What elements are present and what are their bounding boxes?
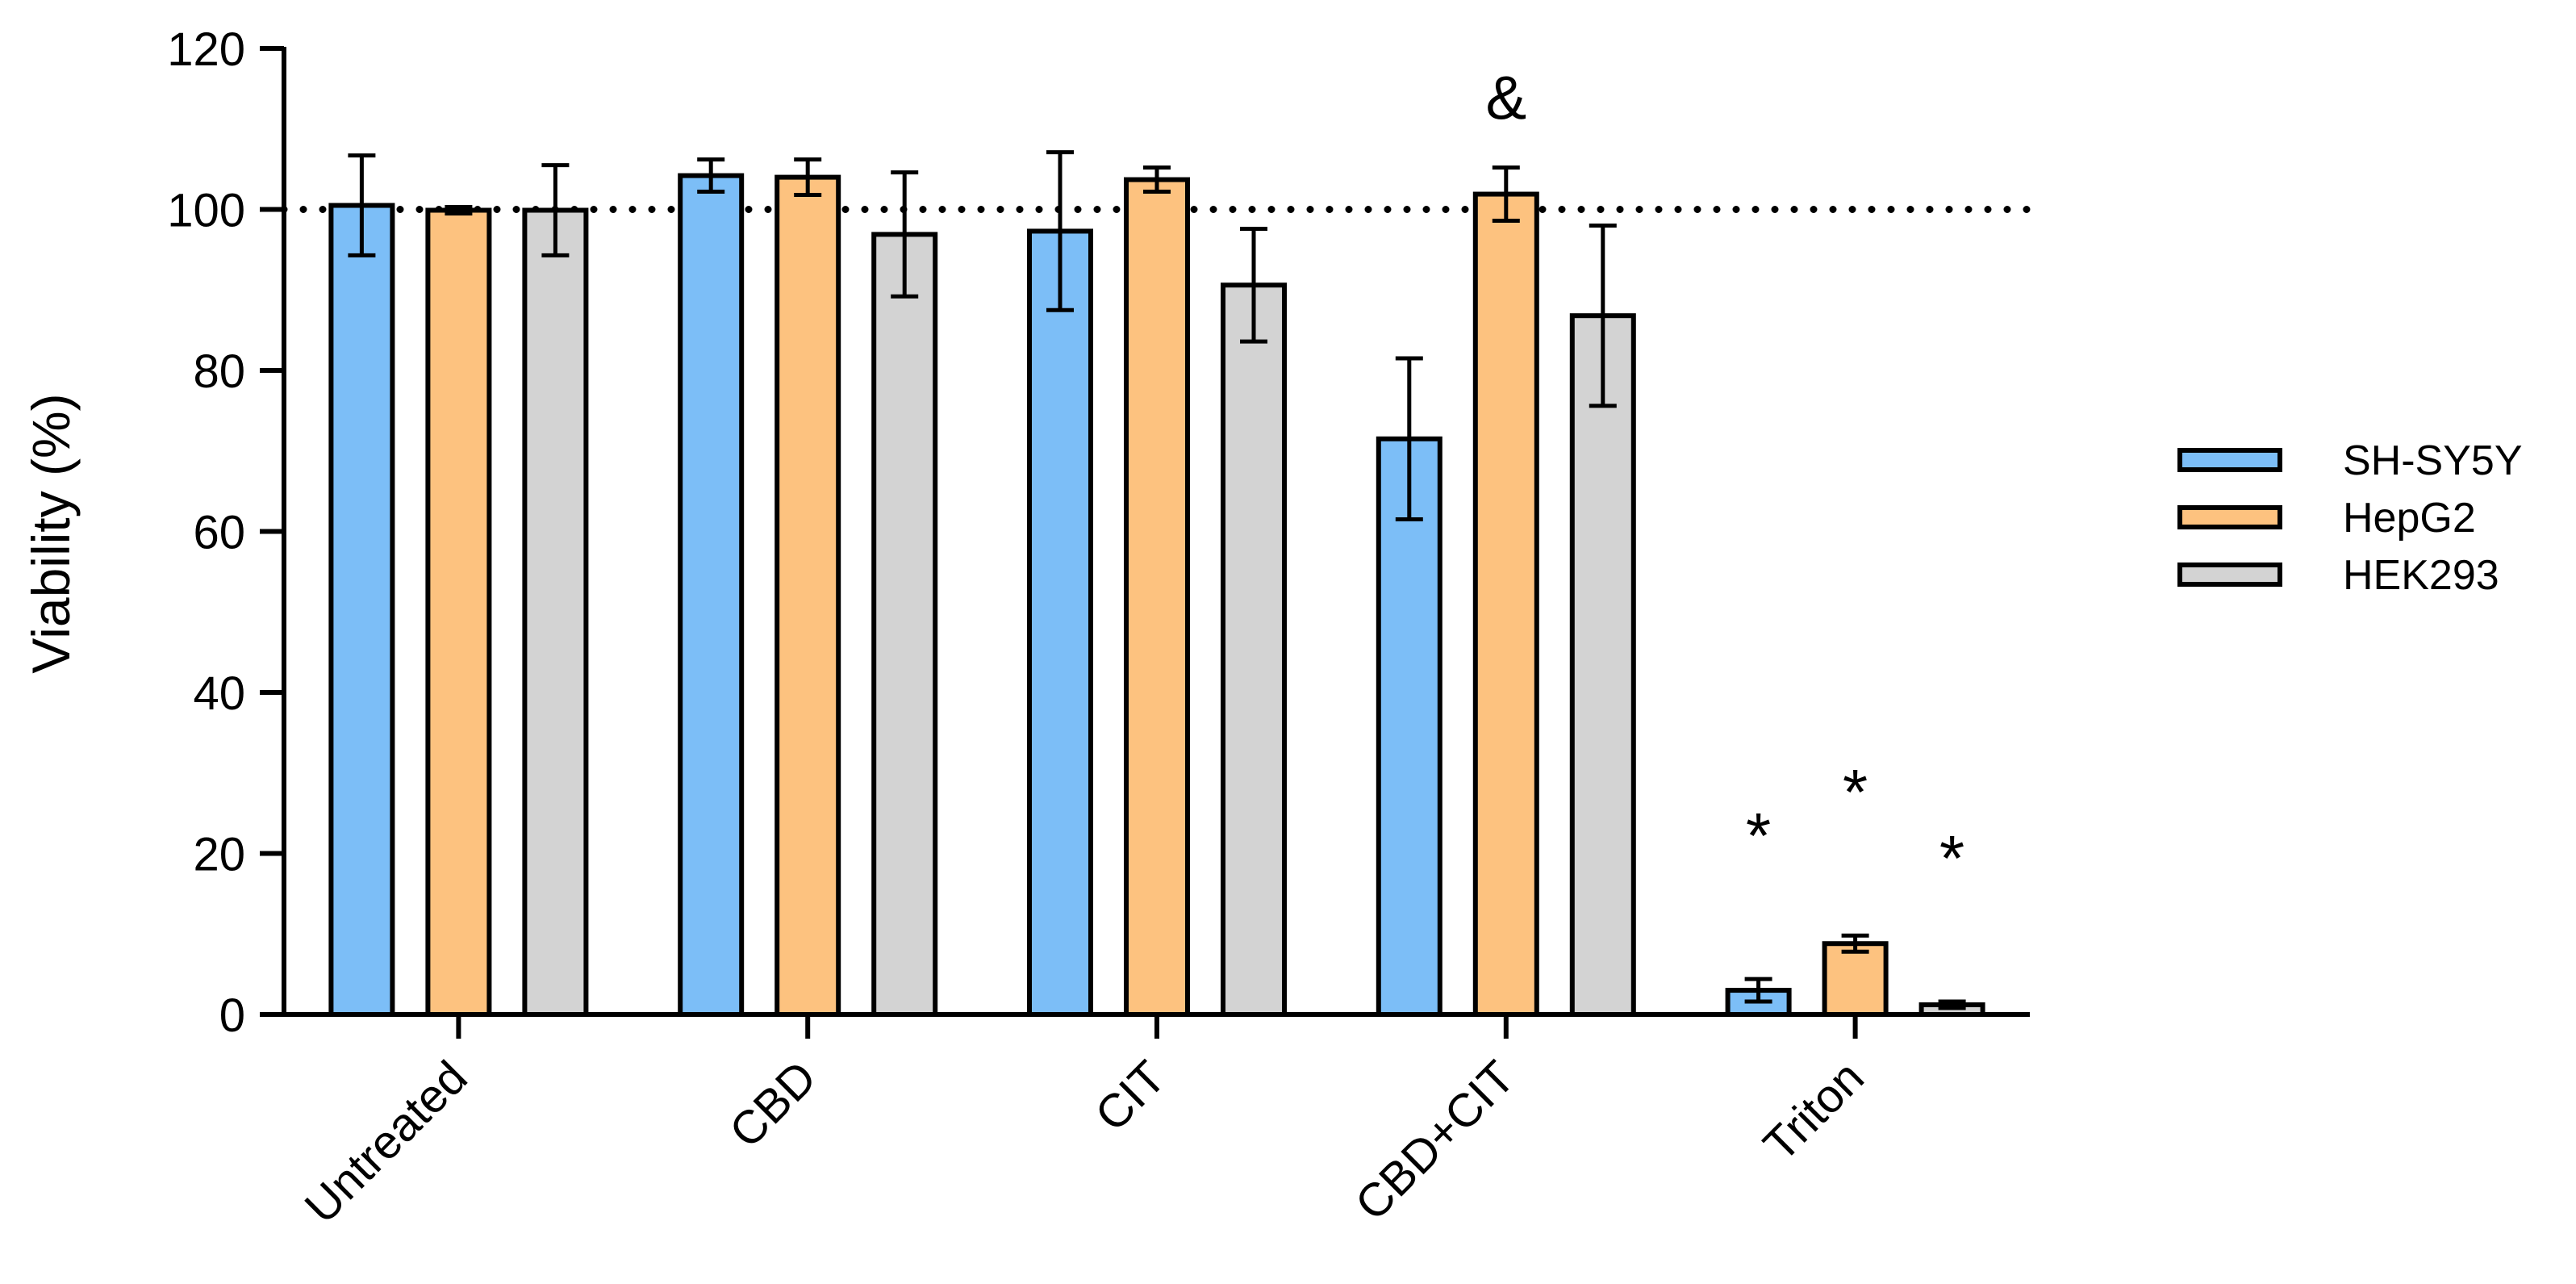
x-tick-label: Triton <box>1754 1051 1874 1171</box>
x-tick-label: CBD+CIT <box>1345 1051 1525 1231</box>
y-axis-title: Viability (%) <box>21 393 81 673</box>
x-tick-label: CBD <box>720 1051 827 1158</box>
bar-sh-sy5y-cit <box>1027 228 1093 1017</box>
x-tick-label: CIT <box>1085 1051 1175 1141</box>
legend-item: HepG2 <box>2177 495 2476 542</box>
bars-layer <box>328 150 1985 1018</box>
legend-label: HEK293 <box>2343 552 2499 599</box>
annotations-layer: & * * * <box>1485 65 1964 894</box>
error-bar <box>1841 933 1869 954</box>
bar-hepg2-cit <box>1124 177 1190 1017</box>
significance-asterisk: * <box>1746 800 1771 872</box>
bar-hepg2-cbd-cit <box>1472 191 1539 1018</box>
y-tick-label: 40 <box>193 667 245 720</box>
error-bar <box>1046 150 1074 312</box>
y-tick-label: 20 <box>193 829 245 881</box>
error-bar <box>1492 165 1520 223</box>
bar-hek293-cbd <box>871 232 938 1017</box>
error-bar <box>348 153 376 257</box>
bar-hepg2-triton <box>1822 941 1889 1017</box>
legend-item: SH-SY5Y <box>2177 437 2523 484</box>
error-bar <box>1395 356 1423 522</box>
error-bar <box>1589 223 1617 408</box>
bar-hek293-untreated <box>522 207 589 1017</box>
bar-sh-sy5y-untreated <box>328 203 395 1017</box>
error-bar <box>1143 165 1171 194</box>
error-bar <box>697 157 725 194</box>
significance-asterisk: * <box>1843 756 1868 828</box>
bar-hepg2-untreated <box>425 207 492 1017</box>
legend-swatch <box>2177 448 2282 472</box>
error-bar <box>445 205 473 215</box>
legend-label: SH-SY5Y <box>2343 437 2523 484</box>
y-tick-label: 0 <box>219 989 245 1042</box>
error-bar <box>1240 226 1267 344</box>
legend: SH-SY5Y HepG2 HEK293 <box>2177 437 2523 599</box>
significance-ampersand: & <box>1485 65 1526 133</box>
error-bar <box>794 157 822 198</box>
error-bar <box>1744 977 1772 1004</box>
legend-swatch <box>2177 505 2282 529</box>
legend-label: HepG2 <box>2343 495 2476 542</box>
bar-hepg2-cbd <box>774 174 841 1018</box>
x-tick-label: Untreated <box>295 1051 478 1233</box>
legend-swatch <box>2177 563 2282 587</box>
y-tick-label: 60 <box>193 507 245 559</box>
bar-hek293-cit <box>1221 282 1287 1017</box>
error-bar <box>891 170 919 299</box>
error-bar <box>1938 999 1966 1010</box>
y-tick-label: 100 <box>167 185 245 237</box>
bar-sh-sy5y-cbd <box>678 173 745 1018</box>
y-tick-label: 80 <box>193 345 245 398</box>
y-tick-label: 120 <box>167 23 245 76</box>
axes-layer: Viability (%) 0 20 40 60 80 100 120 Untreated CB… <box>21 23 2030 1233</box>
bar-hek293-cbd-cit <box>1569 313 1636 1018</box>
significance-asterisk: * <box>1939 822 1964 894</box>
error-bar <box>541 163 570 257</box>
bar-sh-sy5y-cbd-cit <box>1376 436 1442 1017</box>
legend-item: HEK293 <box>2177 552 2499 599</box>
